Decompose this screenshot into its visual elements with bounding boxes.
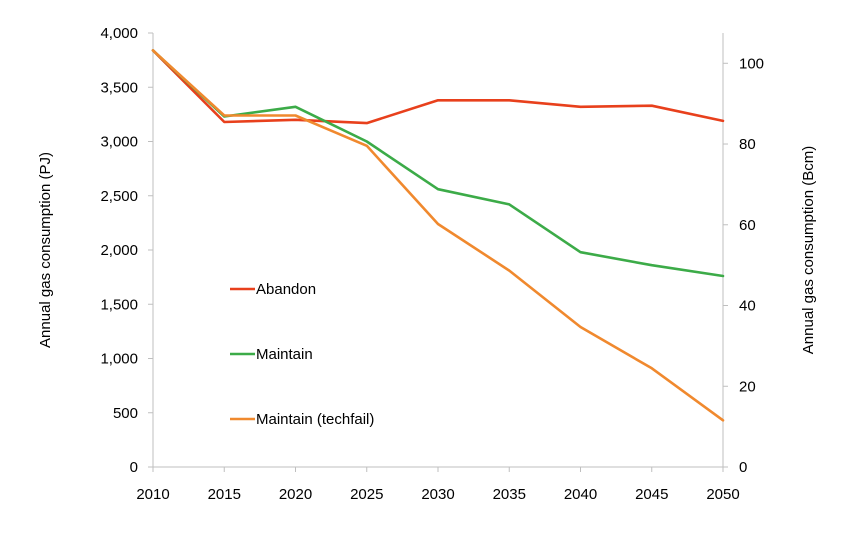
left-y-tick-label: 1,000 [100,351,138,368]
left-y-tick-label: 0 [130,459,138,476]
right-y-tick-label: 60 [739,217,756,234]
axes [152,33,724,468]
x-ticks: 2010 2015 2020 2025 2030 2035 2040 2045 2050 [136,467,740,503]
series-line-abandon [151,49,725,125]
left-y-ticks: 0 500 1,000 1,500 2,000 2,500 3,000 3,500 4,000 [100,25,153,476]
series-line-maintain-techfail [151,49,725,422]
series-line-maintain [151,49,725,278]
right-y-tick-label: 20 [739,378,756,395]
left-y-tick-label: 2,500 [100,188,138,205]
x-tick-label: 2035 [493,486,526,503]
x-tick-label: 2045 [635,486,668,503]
right-y-tick-label: 100 [739,55,764,72]
legend: Abandon Maintain Maintain (techfail) [230,281,374,428]
x-tick-label: 2020 [279,486,312,503]
left-y-axis-title: Annual gas consumption (PJ) [37,152,54,348]
right-y-ticks: 0 20 40 60 80 100 [723,55,764,476]
left-y-tick-label: 2,000 [100,242,138,259]
right-y-tick-label: 80 [739,136,756,153]
legend-label-abandon: Abandon [256,281,316,298]
x-tick-label: 2010 [136,486,169,503]
x-tick-label: 2015 [208,486,241,503]
left-y-tick-label: 3,500 [100,79,138,96]
left-y-tick-label: 4,000 [100,25,138,42]
x-tick-label: 2040 [564,486,597,503]
left-y-tick-label: 500 [113,405,138,422]
x-tick-label: 2025 [350,486,383,503]
x-tick-label: 2030 [421,486,454,503]
series-lines [151,49,725,422]
legend-label-maintain: Maintain [256,346,313,363]
left-y-tick-label: 1,500 [100,296,138,313]
right-y-axis-title: Annual gas consumption (Bcm) [800,146,817,354]
left-y-tick-label: 3,000 [100,134,138,151]
right-y-tick-label: 40 [739,298,756,315]
x-tick-label: 2050 [706,486,739,503]
right-y-tick-label: 0 [739,459,747,476]
legend-label-maintain-techfail: Maintain (techfail) [256,411,374,428]
